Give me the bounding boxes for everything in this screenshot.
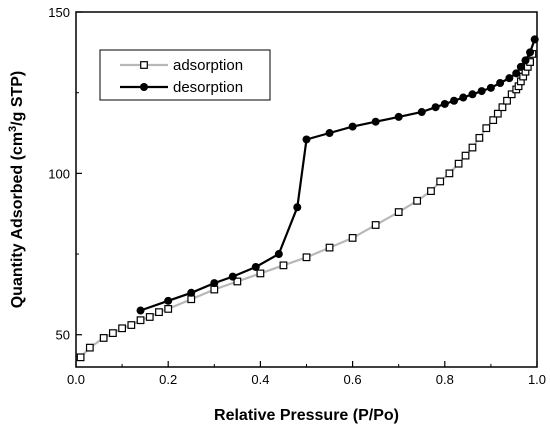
data-point-desorption [512, 69, 521, 78]
data-point-desorption [371, 117, 380, 126]
data-point-adsorption [498, 103, 507, 112]
data-point-desorption [486, 83, 495, 92]
data-point-desorption [459, 93, 468, 102]
data-point-adsorption [302, 253, 311, 262]
x-tick-label: 0.2 [159, 372, 177, 387]
data-point-desorption [477, 87, 486, 96]
data-point-adsorption [145, 313, 154, 321]
data-point-desorption [521, 56, 530, 65]
data-point-desorption [348, 122, 357, 131]
x-tick-label: 0.0 [67, 372, 85, 387]
data-point-adsorption [371, 221, 380, 229]
data-point-adsorption [493, 109, 502, 118]
data-point-desorption [325, 129, 334, 138]
data-point-adsorption [99, 334, 108, 342]
data-point-desorption [468, 90, 477, 99]
y-tick-label: 100 [48, 166, 70, 181]
data-point-desorption [516, 62, 525, 71]
y-axis-label-suffix: /g STP) [9, 71, 26, 126]
data-point-desorption [293, 203, 302, 212]
y-axis-label-prefix: Quantity Adsorbed (cm [9, 132, 26, 308]
data-point-adsorption [76, 353, 85, 362]
legend-marker-desorption [140, 83, 148, 91]
data-point-desorption [228, 272, 237, 281]
x-tick-label: 0.8 [436, 372, 454, 387]
data-point-desorption [417, 108, 426, 117]
data-point-adsorption [461, 151, 470, 160]
data-point-desorption [394, 112, 403, 121]
data-point-adsorption [210, 285, 219, 294]
data-point-desorption [440, 99, 449, 108]
legend-marker-adsorption [140, 61, 148, 69]
data-point-adsorption [136, 316, 145, 325]
x-tick-label: 0.4 [251, 372, 269, 387]
data-point-adsorption [108, 329, 117, 338]
data-point-adsorption [427, 187, 435, 196]
data-point-adsorption [155, 308, 163, 317]
data-point-adsorption [507, 90, 516, 99]
data-point-adsorption [436, 177, 445, 186]
data-point-adsorption [279, 261, 288, 270]
data-point-adsorption [127, 321, 136, 329]
data-point-adsorption [482, 124, 491, 133]
legend-box [99, 49, 271, 101]
data-point-desorption [505, 74, 514, 83]
data-point-adsorption [325, 243, 334, 252]
data-point-adsorption [187, 295, 196, 304]
series-adsorption [76, 50, 537, 362]
data-point-desorption [136, 306, 145, 315]
data-point-desorption [187, 288, 196, 297]
data-point-desorption [450, 96, 459, 105]
data-point-adsorption [454, 159, 463, 168]
series-desorption [136, 35, 539, 315]
data-point-desorption [164, 296, 173, 305]
y-tick-label: 150 [48, 5, 70, 20]
legend: adsorption desorption [99, 49, 271, 101]
x-tick-label: 0.6 [344, 372, 362, 387]
axis-ticks: 0.0 0.2 0.4 0.6 0.8 1.0 50 100 150 [48, 5, 546, 387]
data-point-adsorption [445, 169, 454, 178]
y-axis-label: Quantity Adsorbed (cm3/g STP) [7, 71, 26, 309]
data-point-adsorption [489, 116, 498, 125]
data-point-adsorption [233, 277, 242, 286]
data-point-desorption [526, 48, 535, 57]
data-point-adsorption [118, 324, 127, 333]
data-point-adsorption [348, 234, 357, 242]
data-point-adsorption [256, 269, 265, 278]
legend-label-adsorption: adsorption [173, 57, 243, 74]
data-point-adsorption [468, 143, 477, 152]
series-line-desorption [140, 39, 536, 312]
x-tick-label: 1.0 [528, 372, 546, 387]
legend-label-desorption: desorption [173, 79, 243, 96]
plot-area [76, 35, 539, 362]
y-axis-label-superscript: 3 [7, 126, 19, 132]
data-point-desorption [496, 79, 505, 87]
data-point-desorption [251, 262, 260, 271]
data-point-desorption [431, 103, 440, 112]
data-point-desorption [302, 135, 311, 144]
y-tick-label: 50 [56, 328, 70, 343]
data-point-desorption [274, 250, 283, 259]
data-point-adsorption [394, 208, 403, 216]
data-point-adsorption [85, 343, 94, 352]
data-point-adsorption [503, 96, 511, 105]
data-point-adsorption [164, 305, 173, 313]
data-point-adsorption [413, 196, 422, 205]
x-axis-label: Relative Pressure (P/Po) [214, 407, 399, 424]
data-point-desorption [210, 279, 219, 288]
data-point-adsorption [475, 133, 484, 142]
